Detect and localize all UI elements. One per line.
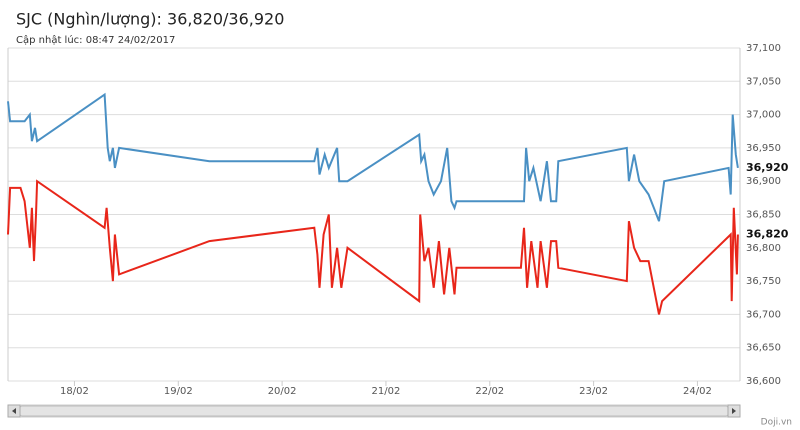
x-tick-label: 21/02	[372, 386, 401, 397]
value-label: 36,920	[746, 161, 789, 174]
y-tick-label: 37,100	[746, 43, 781, 54]
chart-title: SJC (Nghìn/lượng): 36,820/36,920	[16, 10, 284, 29]
y-tick-label: 36,750	[746, 276, 781, 287]
arrow-icon	[12, 408, 16, 414]
grid	[8, 47, 740, 382]
y-tick-label: 36,700	[746, 309, 781, 320]
y-tick-label: 36,800	[746, 243, 781, 254]
arrow-icon	[732, 408, 736, 414]
x-tick-label: 20/02	[268, 386, 297, 397]
x-tick-label: 18/02	[60, 386, 89, 397]
x-tick-label: 23/02	[579, 386, 608, 397]
x-tick-label: 19/02	[164, 386, 193, 397]
y-tick-label: 36,900	[746, 176, 781, 187]
x-tick-label: 24/02	[683, 386, 712, 397]
value-label: 36,820	[746, 227, 789, 240]
y-tick-label: 37,000	[746, 110, 781, 121]
y-tick-label: 36,650	[746, 343, 781, 354]
credit[interactable]: Doji.vn	[761, 418, 792, 428]
chart-subtitle: Cập nhật lúc: 08:47 24/02/2017	[16, 34, 175, 46]
y-tick-label: 36,850	[746, 210, 781, 221]
y-tick-label: 36,600	[746, 376, 781, 387]
label-bg	[743, 160, 793, 175]
scroll-thumb[interactable]	[19, 405, 729, 417]
scrollbar[interactable]	[7, 404, 741, 418]
y-tick-label: 37,050	[746, 76, 781, 87]
y-tick-label: 36,950	[746, 143, 781, 154]
price-line	[7, 179, 739, 315]
x-tick-label: 22/02	[475, 386, 504, 397]
label-bg	[743, 227, 793, 242]
price-line	[7, 92, 739, 222]
